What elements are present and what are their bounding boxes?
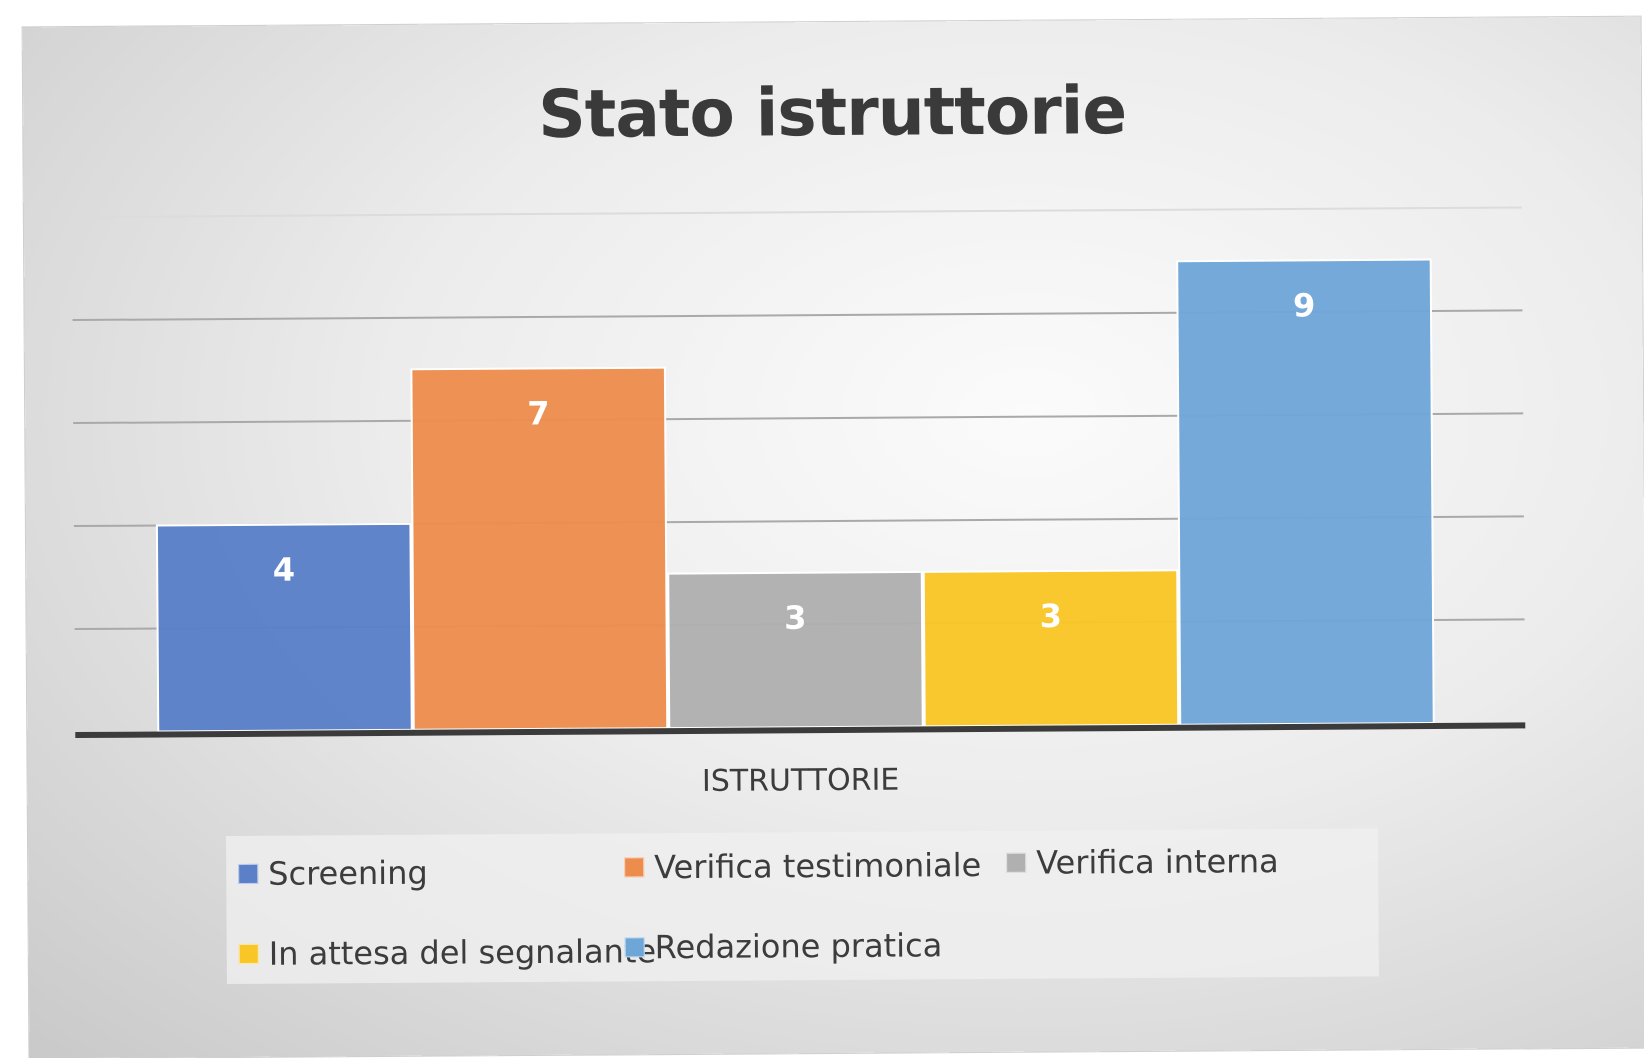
x-axis-line	[75, 722, 1526, 739]
data-label-5: 9	[1293, 286, 1316, 324]
data-label-1: 4	[273, 551, 296, 589]
legend-item: Redazione pratica	[624, 925, 943, 967]
legend-item: Verifica testimoniale	[624, 845, 981, 887]
legend-label: Redazione pratica	[654, 926, 943, 967]
gridline	[71, 206, 1522, 219]
data-label-4: 3	[1040, 597, 1063, 635]
legend-swatch	[624, 857, 645, 878]
bar-3	[667, 570, 924, 730]
legend-swatch	[624, 937, 645, 958]
legend: Screening Verifica testimoniale Verifica i…	[225, 828, 1379, 985]
legend-label: Verifica testimoniale	[654, 846, 982, 887]
legend-swatch	[1006, 852, 1027, 873]
legend-label: In attesa del segnalante	[268, 932, 657, 973]
bars	[155, 258, 1435, 733]
x-axis-label: ISTRUTTORIE	[702, 763, 900, 799]
legend-item: Verifica interna	[1006, 841, 1279, 883]
legend-swatch	[238, 863, 259, 884]
plot-area: 4 7 3 3 9 ISTRUTTORIE	[71, 206, 1526, 799]
data-label-2: 7	[527, 394, 550, 432]
data-labels: 4 7 3 3 9	[273, 286, 1316, 637]
legend-item: Screening	[238, 853, 428, 894]
legend-item: In attesa del segnalante	[238, 931, 657, 974]
legend-swatch	[238, 943, 259, 964]
legend-label: Verifica interna	[1036, 842, 1279, 882]
data-label-3: 3	[784, 599, 807, 637]
bar-4	[922, 569, 1180, 728]
bar-5	[1176, 258, 1435, 726]
legend-label: Screening	[268, 853, 428, 893]
